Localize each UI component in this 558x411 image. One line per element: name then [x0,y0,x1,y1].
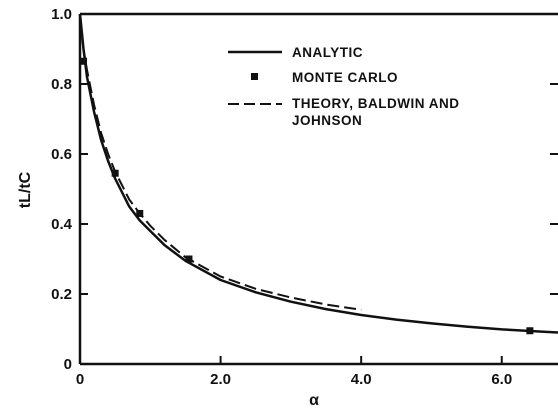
data-point-monte-carlo [80,57,88,65]
y-tick-label: 0.4 [51,216,73,233]
y-tick-label: 0.6 [51,146,72,163]
data-point-monte-carlo [136,210,144,217]
x-tick-label: 2.0 [210,371,231,388]
curves [78,13,558,334]
series-line-analytic [78,13,558,334]
markers [80,57,534,335]
legend-label-analytic: ANALYTIC [292,45,363,60]
data-point-monte-carlo [111,169,119,177]
y-axis-label: tL/tC [17,171,34,208]
x-ticks: 0 2.0 4.0 6.0 [76,356,512,388]
y-ticks: 0 0.2 0.4 0.6 0.8 1.0 [51,6,558,373]
x-tick-label: 6.0 [491,371,512,388]
data-point-monte-carlo [526,327,534,335]
x-tick-label: 0 [76,371,84,388]
y-tick-label: 0.2 [51,286,72,303]
legend: ANALYTIC MONTE CARLO THEORY, BALDWIN AND… [228,45,460,128]
y-tick-label: 0 [64,356,72,373]
plot-frame [78,12,558,366]
x-tick-label: 4.0 [351,371,372,388]
legend-label-monte-carlo: MONTE CARLO [292,70,398,85]
legend-swatch-monte-carlo [251,73,258,80]
data-point-monte-carlo [185,255,193,263]
y-tick-label: 0.8 [51,76,72,93]
x-axis-label: α [309,392,319,409]
legend-label-theory-line2: JOHNSON [292,113,362,128]
y-tick-label: 1.0 [51,6,72,23]
legend-label-theory: THEORY, BALDWIN AND [292,96,460,111]
